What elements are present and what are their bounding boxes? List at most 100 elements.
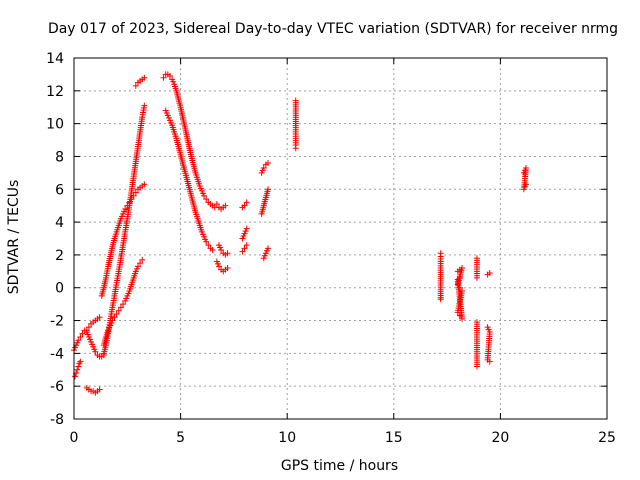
data-point bbox=[239, 248, 246, 255]
data-point bbox=[128, 196, 135, 203]
y-tick-label: -2 bbox=[50, 314, 64, 330]
series-trace-f bbox=[98, 181, 148, 299]
series-trace-e bbox=[100, 102, 148, 357]
data-point bbox=[122, 205, 129, 212]
x-tick-label: 5 bbox=[176, 430, 185, 446]
series-trace-t bbox=[292, 97, 299, 152]
data-point bbox=[260, 164, 267, 171]
data-point bbox=[243, 242, 250, 249]
data-point bbox=[132, 189, 139, 196]
x-tick-label: 0 bbox=[70, 430, 79, 446]
data-point bbox=[213, 201, 220, 208]
data-point bbox=[473, 274, 480, 281]
data-point bbox=[126, 199, 133, 206]
y-tick-label: -6 bbox=[50, 379, 64, 395]
data-point bbox=[72, 373, 79, 380]
data-point bbox=[74, 366, 81, 373]
data-point bbox=[265, 245, 272, 252]
data-point bbox=[111, 314, 118, 321]
data-point bbox=[218, 246, 225, 253]
data-point bbox=[265, 160, 272, 167]
series-trace-u bbox=[437, 250, 444, 303]
data-point bbox=[79, 330, 86, 337]
data-point bbox=[243, 199, 250, 206]
data-point bbox=[124, 202, 131, 209]
data-point bbox=[109, 317, 116, 324]
y-tick-label: 4 bbox=[55, 215, 64, 231]
data-point bbox=[96, 386, 103, 393]
series-trace-k bbox=[213, 201, 229, 212]
series-trace-l bbox=[213, 258, 231, 275]
data-point bbox=[134, 263, 141, 270]
axis-ticks: 0 5 10 15 20 25 -8 -6 -4 -2 0 2 4 6 8 10 12 14 bbox=[46, 51, 616, 446]
data-point bbox=[205, 242, 212, 249]
data-point bbox=[132, 82, 139, 89]
grid bbox=[74, 58, 607, 419]
y-tick-label: -4 bbox=[50, 346, 64, 362]
series-trace-q bbox=[258, 160, 272, 176]
plot-frame bbox=[73, 57, 608, 420]
y-tick-label: 0 bbox=[55, 281, 64, 297]
data-point bbox=[209, 246, 216, 253]
data-point bbox=[160, 74, 167, 81]
data-point bbox=[224, 265, 231, 272]
series-trace-p bbox=[239, 242, 250, 255]
series-trace-x bbox=[484, 269, 493, 365]
series-trace-i bbox=[160, 71, 218, 211]
y-tick-label: 14 bbox=[46, 51, 64, 67]
series-trace-o bbox=[239, 225, 250, 242]
series-trace-w bbox=[473, 255, 480, 370]
series-trace-y bbox=[520, 164, 529, 193]
data-point bbox=[139, 256, 146, 263]
data-point bbox=[141, 74, 148, 81]
data-point bbox=[241, 202, 248, 209]
series-trace-b bbox=[72, 358, 84, 380]
data-point bbox=[85, 324, 92, 331]
data-point bbox=[120, 301, 127, 308]
x-axis-label: GPS time / hours bbox=[281, 458, 398, 474]
y-tick-label: 2 bbox=[55, 248, 64, 264]
data-point bbox=[83, 327, 90, 334]
data-marks bbox=[71, 71, 529, 396]
series-trace-r bbox=[258, 186, 272, 217]
data-point bbox=[166, 73, 173, 80]
data-point bbox=[222, 202, 229, 209]
data-point bbox=[115, 307, 122, 314]
x-tick-label: 20 bbox=[491, 430, 509, 446]
data-point bbox=[265, 186, 272, 193]
data-point bbox=[203, 196, 210, 203]
series-trace-c bbox=[83, 384, 103, 396]
chart-title: Day 017 of 2023, Sidereal Day-to-day VTE… bbox=[48, 21, 618, 37]
data-point bbox=[77, 333, 84, 340]
data-point bbox=[201, 192, 208, 199]
data-point bbox=[456, 274, 463, 281]
data-point bbox=[137, 260, 144, 267]
data-point bbox=[486, 269, 493, 276]
y-tick-label: 10 bbox=[46, 117, 64, 133]
data-point bbox=[130, 192, 137, 199]
y-tick-label: 6 bbox=[55, 182, 64, 198]
y-tick-label: -8 bbox=[50, 412, 64, 428]
data-point bbox=[117, 304, 124, 311]
series-trace-j bbox=[162, 107, 216, 253]
x-tick-label: 10 bbox=[278, 430, 296, 446]
x-tick-label: 15 bbox=[385, 430, 403, 446]
data-point bbox=[292, 145, 299, 152]
data-point bbox=[522, 181, 529, 188]
series-trace-g bbox=[100, 256, 146, 349]
data-point bbox=[77, 358, 84, 365]
data-point bbox=[241, 245, 248, 252]
series-trace-n bbox=[239, 199, 250, 211]
data-point bbox=[437, 296, 444, 303]
series-trace-s bbox=[260, 245, 272, 262]
data-point bbox=[473, 363, 480, 370]
y-tick-label: 12 bbox=[46, 84, 64, 100]
data-point bbox=[113, 310, 120, 317]
data-point bbox=[215, 263, 222, 270]
data-point bbox=[141, 181, 148, 188]
y-axis-label: SDTVAR / TECUs bbox=[6, 180, 22, 295]
data-point bbox=[224, 250, 231, 257]
series-trace-d bbox=[83, 314, 103, 334]
data-point bbox=[75, 337, 82, 344]
